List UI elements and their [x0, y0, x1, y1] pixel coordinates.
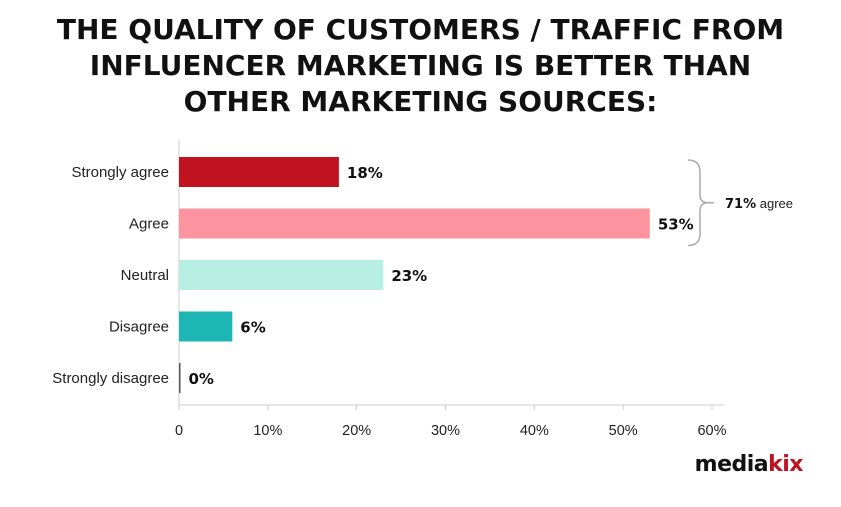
- x-tick-label: 30%: [431, 423, 460, 439]
- value-label: 53%: [658, 216, 694, 234]
- logo-text-media: media: [694, 452, 769, 477]
- bar: [179, 208, 650, 239]
- x-tick-label: 0: [175, 423, 183, 439]
- value-label: 0%: [189, 370, 214, 388]
- x-tick-label: 40%: [520, 423, 549, 439]
- bar: [179, 260, 384, 290]
- agree-total-label: 71% agree: [725, 196, 793, 212]
- category-label: Neutral: [121, 267, 169, 284]
- category-label: Disagree: [109, 319, 169, 336]
- value-label: 23%: [391, 267, 427, 285]
- x-tick-label: 60%: [697, 423, 726, 439]
- x-tick-label: 10%: [253, 423, 282, 439]
- category-label: Agree: [129, 216, 169, 233]
- x-tick-label: 50%: [609, 423, 638, 439]
- category-label: Strongly agree: [71, 164, 169, 181]
- value-label: 6%: [240, 319, 265, 337]
- agree-total-value: 71%: [725, 197, 756, 212]
- bar: [179, 311, 233, 342]
- value-label: 18%: [347, 164, 383, 182]
- mediakix-logo: mediakix: [694, 452, 804, 477]
- agree-total-text: agree: [756, 196, 793, 211]
- logo-text-kix: kix: [768, 452, 803, 477]
- chart-title: THE QUALITY OF CUSTOMERS / TRAFFIC FROM …: [56, 13, 785, 118]
- x-tick-label: 20%: [342, 423, 371, 439]
- category-label: Strongly disagree: [52, 370, 169, 387]
- bar: [179, 157, 339, 187]
- bar: [179, 363, 181, 393]
